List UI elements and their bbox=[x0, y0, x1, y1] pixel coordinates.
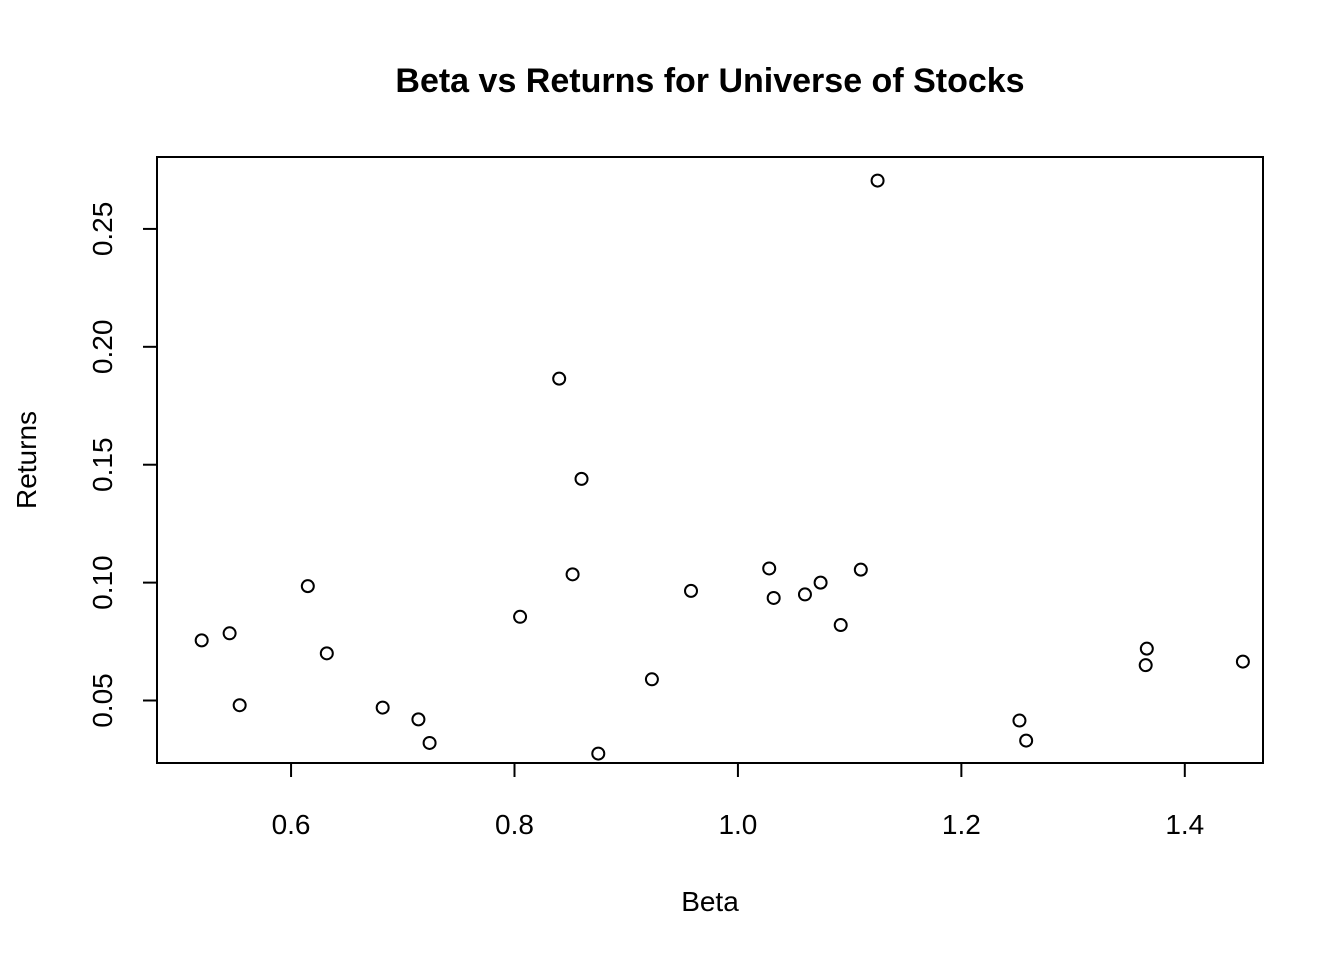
data-point bbox=[552, 371, 567, 386]
data-point bbox=[853, 562, 868, 577]
x-axis-label: Beta bbox=[681, 886, 739, 917]
data-point bbox=[1019, 733, 1034, 748]
x-tick-label: 0.8 bbox=[495, 809, 534, 840]
data-point bbox=[591, 746, 606, 761]
y-axis: 0.05 0.10 0.15 0.20 0.25 bbox=[87, 202, 158, 728]
y-axis-label: Returns bbox=[11, 411, 42, 509]
x-tick-label: 1.4 bbox=[1165, 809, 1204, 840]
data-point bbox=[222, 626, 237, 641]
y-tick-label: 0.10 bbox=[87, 555, 118, 610]
data-point bbox=[813, 575, 828, 590]
data-point bbox=[762, 561, 777, 576]
x-tick-label: 0.6 bbox=[272, 809, 311, 840]
data-point bbox=[1138, 658, 1153, 673]
data-point bbox=[232, 698, 247, 713]
y-tick-label: 0.25 bbox=[87, 202, 118, 256]
data-point bbox=[565, 567, 580, 582]
data-point bbox=[194, 633, 209, 648]
data-point bbox=[1012, 713, 1027, 728]
data-point bbox=[870, 173, 885, 188]
data-point bbox=[644, 672, 659, 687]
data-point bbox=[766, 590, 781, 605]
x-axis: 0.6 0.8 1.0 1.2 1.4 bbox=[272, 762, 1204, 840]
data-point bbox=[319, 646, 334, 661]
x-tick-label: 1.0 bbox=[718, 809, 757, 840]
x-tick-label: 1.2 bbox=[942, 809, 981, 840]
data-point bbox=[300, 579, 315, 594]
data-point bbox=[684, 583, 699, 598]
data-point bbox=[1139, 641, 1154, 656]
data-point bbox=[1235, 654, 1250, 669]
plot-frame bbox=[156, 156, 1264, 764]
data-point bbox=[513, 609, 528, 624]
y-tick-label: 0.05 bbox=[87, 673, 118, 728]
chart-title: Beta vs Returns for Universe of Stocks bbox=[395, 62, 1024, 100]
data-points bbox=[194, 173, 1250, 761]
data-point bbox=[833, 618, 848, 633]
data-point bbox=[411, 712, 426, 727]
data-point bbox=[422, 735, 437, 750]
data-point bbox=[375, 700, 390, 715]
data-point bbox=[574, 471, 589, 486]
y-tick-label: 0.20 bbox=[87, 320, 118, 375]
y-tick-label: 0.15 bbox=[87, 437, 118, 492]
data-point bbox=[797, 587, 812, 602]
